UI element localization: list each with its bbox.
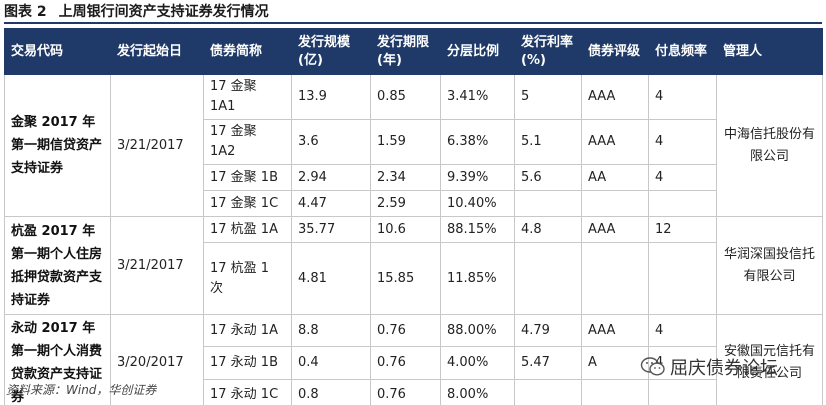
deal-manager: 中海信托股份有限公司 (716, 74, 823, 217)
deal-manager: 华润深国投信托有限公司 (716, 216, 823, 315)
tranche-rating (581, 190, 649, 217)
tranche-rate: 4.79 (514, 313, 582, 348)
tranche-size: 0.8 (291, 378, 371, 405)
tranche-term: 1.59 (370, 119, 441, 165)
figure-label: 图表 2 (4, 4, 47, 20)
tranche-rate (514, 190, 582, 217)
tranche-term: 10.6 (370, 216, 441, 243)
tranche-name: 17 永动 1A (203, 313, 292, 348)
tranche-rating: AAA (581, 119, 649, 165)
tranche-ratio: 11.85% (440, 242, 515, 315)
tranche-name: 17 金聚 1A2 (203, 119, 292, 165)
deal-date: 3/21/2017 (110, 216, 204, 315)
header-code: 交易代码 (4, 28, 111, 75)
tranche-rating: AAA (581, 216, 649, 243)
tranche-freq (648, 378, 717, 405)
tranche-ratio: 6.38% (440, 119, 515, 165)
tranche-rating: AA (581, 164, 649, 191)
tranche-size: 4.81 (291, 242, 371, 315)
tranche-freq: 4 (648, 313, 717, 348)
table-row: 17 杭盈 1 次 4.81 15.85 11.85% (5, 242, 823, 315)
tranche-rate: 5.47 (514, 346, 582, 380)
header-size: 发行规模(亿) (291, 28, 371, 75)
deal-date: 3/20/2017 (110, 314, 204, 405)
header-term: 发行期限(年) (370, 28, 441, 75)
tranche-size: 2.94 (291, 164, 371, 191)
tranche-size: 8.8 (291, 313, 371, 348)
tranche-rating: A (581, 346, 649, 380)
header-manager: 管理人 (716, 28, 823, 75)
deal-date: 3/21/2017 (110, 74, 204, 217)
tranche-term: 0.76 (370, 346, 441, 380)
tranche-freq (648, 190, 717, 217)
tranche-rate: 5.6 (514, 164, 582, 191)
source-note: 资料来源：Wind，华创证券 (6, 383, 157, 397)
tranche-rate (514, 378, 582, 405)
tranche-freq: 4 (648, 119, 717, 165)
tranche-name: 17 金聚 1C (203, 190, 292, 217)
tranche-name: 17 杭盈 1 次 (203, 242, 292, 315)
tranche-rating (581, 378, 649, 405)
tranche-freq: 4 (648, 74, 717, 120)
header-name: 债券简称 (203, 28, 292, 75)
tranche-rating: AAA (581, 313, 649, 348)
figure-title: 上周银行间资产支持证券发行情况 (58, 4, 269, 20)
wechat-icon (640, 357, 665, 376)
table-row: 17 金聚 1C 4.47 2.59 10.40% (5, 190, 823, 217)
tranche-ratio: 9.39% (440, 164, 515, 191)
tranche-ratio: 8.00% (440, 378, 515, 405)
tranche-term: 15.85 (370, 242, 441, 315)
watermark-text: 屈庆债券论坛 (670, 358, 778, 379)
tranche-term: 2.59 (370, 190, 441, 217)
tranche-name: 17 金聚 1B (203, 164, 292, 191)
tranche-ratio: 88.00% (440, 313, 515, 348)
tranche-size: 13.9 (291, 74, 371, 120)
tranche-rate (514, 242, 582, 315)
header-rating: 债券评级 (581, 28, 649, 75)
tranche-term: 0.85 (370, 74, 441, 120)
header-rate: 发行利率(%) (514, 28, 582, 75)
table-row: 17 永动 1B 0.4 0.76 4.00% 5.47 A 4 (5, 346, 823, 380)
tranche-ratio: 88.15% (440, 216, 515, 243)
deal-code: 杭盈 2017 年第一期个人住房抵押贷款资产支持证券 (4, 216, 111, 315)
deal-code: 永动 2017 年第一期个人消费贷款资产支持证券 (4, 314, 111, 405)
tranche-rating (581, 242, 649, 315)
header-freq: 付息频率 (648, 28, 717, 75)
table-row: 17 金聚 1B 2.94 2.34 9.39% 5.6 AA 4 (5, 164, 823, 191)
table-row: 17 金聚 1A2 3.6 1.59 6.38% 5.1 AAA 4 (5, 119, 823, 165)
tranche-name: 17 杭盈 1A (203, 216, 292, 243)
tranche-freq: 12 (648, 216, 717, 243)
tranche-freq (648, 242, 717, 315)
abs-issuance-table: 交易代码 发行起始日 债券简称 发行规模(亿) 发行期限(年) 分层比例 发行利… (4, 28, 823, 405)
tranche-size: 0.4 (291, 346, 371, 380)
header-ratio: 分层比例 (440, 28, 515, 75)
tranche-term: 0.76 (370, 313, 441, 348)
tranche-name: 17 永动 1B (203, 346, 292, 380)
tranche-rate: 5 (514, 74, 582, 120)
table-row: 17 永动 1C 0.8 0.76 8.00% (5, 378, 823, 405)
tranche-name: 17 永动 1C (203, 378, 292, 405)
tranche-size: 35.77 (291, 216, 371, 243)
tranche-size: 4.47 (291, 190, 371, 217)
table-row: 金聚 2017 年第一期信贷资产支持证券 3/21/2017 17 金聚 1A1… (4, 74, 823, 217)
tranche-size: 3.6 (291, 119, 371, 165)
table-header-row: 交易代码 发行起始日 债券简称 发行规模(亿) 发行期限(年) 分层比例 发行利… (4, 28, 823, 75)
watermark: 屈庆债券论坛 (640, 354, 778, 380)
deal-code: 金聚 2017 年第一期信贷资产支持证券 (4, 74, 111, 217)
tranche-ratio: 10.40% (440, 190, 515, 217)
tranche-rate: 5.1 (514, 119, 582, 165)
tranche-term: 0.76 (370, 378, 441, 405)
deal-manager: 安徽国元信托有限责任公司 (716, 314, 823, 405)
table-row: 永动 2017 年第一期个人消费贷款资产支持证券 3/20/2017 17 永动… (4, 313, 823, 405)
table-row: 杭盈 2017 年第一期个人住房抵押贷款资产支持证券 3/21/2017 17 … (4, 216, 823, 315)
tranche-ratio: 4.00% (440, 346, 515, 380)
tranche-rating: AAA (581, 74, 649, 120)
header-date: 发行起始日 (110, 28, 204, 75)
tranche-name: 17 金聚 1A1 (203, 74, 292, 120)
tranche-ratio: 3.41% (440, 74, 515, 120)
tranche-freq: 4 (648, 164, 717, 191)
figure-caption: 图表 2 上周银行间资产支持证券发行情况 (4, 2, 822, 24)
tranche-rate: 4.8 (514, 216, 582, 243)
tranche-term: 2.34 (370, 164, 441, 191)
